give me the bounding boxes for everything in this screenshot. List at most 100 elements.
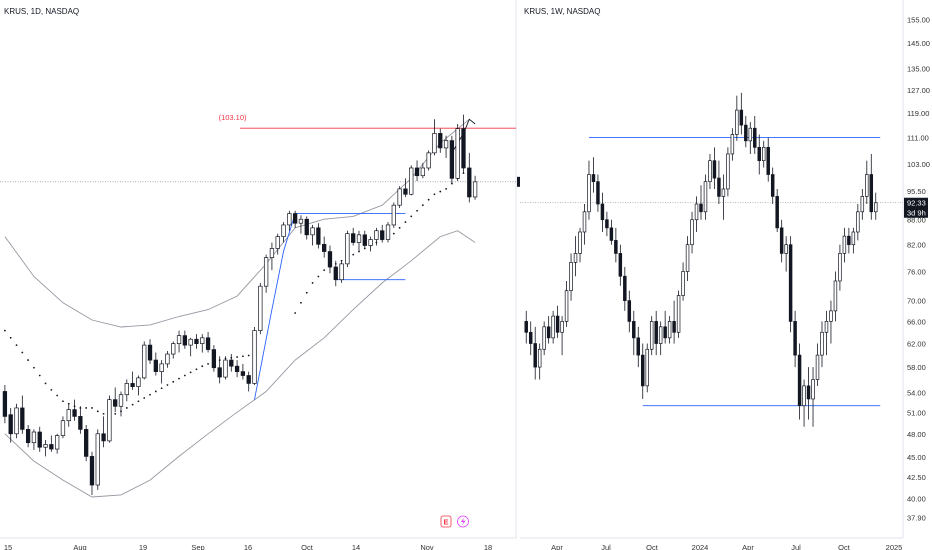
- trend-line[interactable]: [254, 213, 296, 400]
- candle: [443, 135, 449, 158]
- candle: [726, 147, 730, 197]
- y-tick-label: 51.00: [907, 409, 926, 418]
- candle: [699, 185, 703, 220]
- candle: [211, 345, 217, 372]
- candle: [345, 230, 350, 267]
- y-tick-label: 119.00: [907, 109, 929, 118]
- candle: [636, 326, 641, 368]
- lower-band-line: [4, 230, 476, 498]
- candle: [84, 425, 89, 462]
- earnings-icon[interactable]: E: [440, 515, 452, 528]
- sar-dot: [247, 354, 250, 357]
- sar-dot: [207, 362, 209, 365]
- candle-body: [165, 353, 170, 365]
- y-tick-label: 58.00: [907, 363, 926, 372]
- candle-body: [49, 444, 54, 450]
- candle-body: [304, 218, 309, 236]
- candle-body: [869, 174, 874, 213]
- candle: [533, 326, 537, 380]
- candle: [605, 211, 609, 237]
- weekly-chart[interactable]: KRUS, 1W, NASDAQ 155.00 145.00 135.00 127.00…: [520, 0, 930, 550]
- candle-body: [712, 160, 717, 179]
- last-price-tag: [517, 176, 520, 187]
- candle-body: [578, 231, 582, 254]
- candle: [49, 435, 54, 452]
- candle: [582, 204, 587, 245]
- candle-body: [356, 234, 362, 243]
- candle-body: [694, 203, 699, 221]
- sar-dot: [172, 380, 175, 383]
- candle-body: [793, 321, 797, 356]
- candle-body: [432, 133, 437, 154]
- candle-body: [142, 344, 147, 379]
- candle: [569, 253, 573, 301]
- candle: [455, 123, 460, 181]
- candle-body: [66, 409, 71, 422]
- candle-body: [467, 167, 472, 198]
- x-tick-label: Oct: [646, 543, 659, 550]
- sar-dot: [183, 374, 186, 377]
- candle: [269, 242, 275, 271]
- daily-chart[interactable]: KRUS, 1D, NASDAQ128.00120.00112.00104.00…: [0, 0, 520, 550]
- candle-body: [856, 211, 860, 233]
- candle: [766, 137, 770, 182]
- candle: [865, 160, 869, 205]
- candle: [618, 244, 623, 286]
- candle: [275, 233, 280, 255]
- sar-dot: [137, 400, 140, 403]
- candle-body: [246, 375, 251, 384]
- y-tick-label: 111.00: [907, 134, 929, 143]
- sar-dot: [427, 198, 430, 201]
- candle: [223, 356, 228, 380]
- candle-body: [560, 321, 564, 333]
- sar-dot: [439, 190, 442, 193]
- candle: [614, 227, 618, 263]
- x-tick-label: 16: [244, 543, 252, 550]
- candle-body: [582, 211, 587, 233]
- dividend-icon[interactable]: [457, 515, 469, 528]
- candle-body: [537, 348, 542, 368]
- candle: [609, 219, 614, 245]
- chart-title: KRUS, 1D, NASDAQ: [4, 7, 79, 16]
- candle-body: [672, 321, 676, 333]
- sar-dot: [311, 282, 314, 284]
- x-tick-label: Aug: [73, 543, 86, 550]
- candle-body: [551, 315, 555, 339]
- sar-dot: [445, 187, 447, 190]
- candle: [240, 363, 246, 380]
- sar-dot: [410, 215, 413, 218]
- candle-body: [205, 337, 211, 350]
- candle: [847, 227, 851, 254]
- x-tick-label: Apr: [742, 543, 754, 550]
- candle-body: [95, 433, 100, 486]
- candle: [842, 227, 847, 263]
- candle-body: [663, 326, 667, 339]
- candle: [829, 300, 833, 344]
- y-tick-label: 62.00: [907, 340, 926, 349]
- candle: [397, 186, 402, 208]
- candle: [672, 300, 676, 344]
- candle-body: [37, 431, 42, 448]
- candle: [292, 210, 298, 228]
- candle-body: [591, 174, 596, 183]
- candle: [153, 352, 158, 376]
- candle-body: [374, 230, 379, 240]
- y-tick-label: 54.00: [907, 388, 926, 397]
- candle-body: [171, 343, 176, 355]
- candle-body: [761, 146, 766, 162]
- candle: [735, 95, 739, 141]
- candle: [438, 128, 443, 153]
- candle-body: [368, 239, 373, 246]
- y-tick-label: 66.00: [907, 317, 926, 326]
- candle: [824, 310, 829, 356]
- candle: [744, 116, 748, 148]
- candle: [784, 236, 788, 272]
- candle-body: [784, 244, 788, 254]
- candle: [252, 327, 257, 386]
- candle-body: [753, 127, 757, 148]
- candle-body: [351, 233, 356, 243]
- candle: [263, 254, 269, 293]
- sar-dot: [416, 209, 418, 212]
- candle-body: [362, 234, 367, 246]
- candle: [14, 403, 19, 439]
